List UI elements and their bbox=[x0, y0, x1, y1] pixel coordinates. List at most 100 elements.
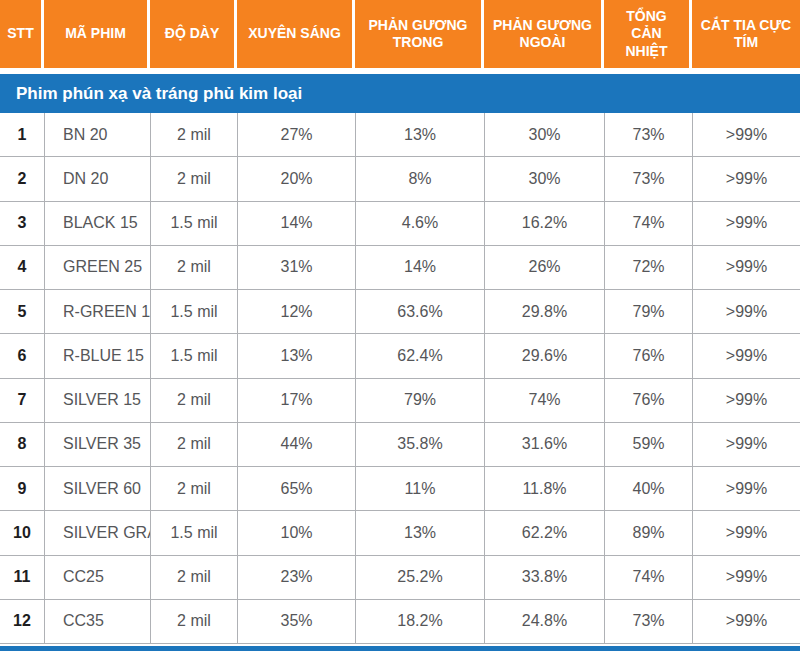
cell-thickness: 2 mil bbox=[150, 556, 237, 599]
cell-thickness: 1.5 mil bbox=[150, 290, 237, 333]
cell-thickness: 1.5 mil bbox=[150, 202, 237, 245]
cell-reflect-in: 79% bbox=[355, 379, 484, 422]
cell-thickness: 2 mil bbox=[150, 246, 237, 289]
cell-light-trans: 14% bbox=[237, 202, 355, 245]
cell-light-trans: 12% bbox=[237, 290, 355, 333]
cell-stt: 10 bbox=[0, 511, 44, 554]
cell-stt: 5 bbox=[0, 290, 44, 333]
cell-heat-reject: 76% bbox=[604, 379, 692, 422]
cell-heat-reject: 59% bbox=[604, 423, 692, 466]
cell-reflect-out: 62.2% bbox=[484, 511, 604, 554]
cell-heat-reject: 72% bbox=[604, 246, 692, 289]
cell-thickness: 1.5 mil bbox=[150, 511, 237, 554]
cell-heat-reject: 74% bbox=[604, 202, 692, 245]
cell-stt: 3 bbox=[0, 202, 44, 245]
table-header-row: STT MÃ PHIM ĐỘ DÀY XUYÊN SÁNG PHẢN GƯƠNG… bbox=[0, 0, 800, 68]
cell-reflect-in: 25.2% bbox=[355, 556, 484, 599]
cell-heat-reject: 76% bbox=[604, 334, 692, 377]
column-header: STT bbox=[0, 0, 44, 68]
cell-uv-cut: >99% bbox=[692, 334, 800, 377]
cell-light-trans: 65% bbox=[237, 467, 355, 510]
cell-heat-reject: 73% bbox=[604, 157, 692, 200]
cell-thickness: 2 mil bbox=[150, 113, 237, 156]
cell-reflect-out: 11.8% bbox=[484, 467, 604, 510]
section-title: Phim phún xạ và tráng phủ kim loại bbox=[16, 84, 302, 104]
cell-film-code: DN 20 bbox=[44, 157, 150, 200]
cell-light-trans: 17% bbox=[237, 379, 355, 422]
cell-heat-reject: 74% bbox=[604, 556, 692, 599]
cell-stt: 9 bbox=[0, 467, 44, 510]
table-row: 7 SILVER 15 2 mil 17% 79% 74% 76% >99% bbox=[0, 379, 800, 423]
cell-light-trans: 20% bbox=[237, 157, 355, 200]
cell-uv-cut: >99% bbox=[692, 379, 800, 422]
cell-reflect-out: 29.6% bbox=[484, 334, 604, 377]
cell-light-trans: 10% bbox=[237, 511, 355, 554]
cell-uv-cut: >99% bbox=[692, 423, 800, 466]
column-header: CẮT TIA CỰC TÍM bbox=[692, 0, 800, 68]
cell-film-code: SILVER 60 bbox=[44, 467, 150, 510]
table-body: 1 BN 20 2 mil 27% 13% 30% 73% >99% 2 DN … bbox=[0, 113, 800, 644]
cell-film-code: BLACK 15 bbox=[44, 202, 150, 245]
cell-reflect-in: 35.8% bbox=[355, 423, 484, 466]
cell-light-trans: 13% bbox=[237, 334, 355, 377]
table-row: 12 CC35 2 mil 35% 18.2% 24.8% 73% >99% bbox=[0, 600, 800, 644]
cell-stt: 1 bbox=[0, 113, 44, 156]
table-row: 10 SILVER GRAY 1.5 mil 10% 13% 62.2% 89%… bbox=[0, 511, 800, 555]
column-header: ĐỘ DÀY bbox=[150, 0, 237, 68]
cell-stt: 7 bbox=[0, 379, 44, 422]
cell-reflect-in: 14% bbox=[355, 246, 484, 289]
cell-thickness: 2 mil bbox=[150, 423, 237, 466]
cell-film-code: BN 20 bbox=[44, 113, 150, 156]
column-header: PHẢN GƯƠNG NGOÀI bbox=[484, 0, 604, 68]
table-row: 1 BN 20 2 mil 27% 13% 30% 73% >99% bbox=[0, 113, 800, 157]
cell-reflect-in: 13% bbox=[355, 113, 484, 156]
cell-heat-reject: 40% bbox=[604, 467, 692, 510]
column-header: TỔNG CẢN NHIỆT bbox=[604, 0, 692, 68]
cell-uv-cut: >99% bbox=[692, 113, 800, 156]
cell-stt: 12 bbox=[0, 600, 44, 643]
cell-uv-cut: >99% bbox=[692, 600, 800, 643]
cell-uv-cut: >99% bbox=[692, 290, 800, 333]
column-header: MÃ PHIM bbox=[44, 0, 150, 68]
cell-stt: 6 bbox=[0, 334, 44, 377]
cell-thickness: 2 mil bbox=[150, 379, 237, 422]
section-header-row: Phim phún xạ và tráng phủ kim loại bbox=[0, 74, 800, 113]
cell-film-code: SILVER 15 bbox=[44, 379, 150, 422]
cell-reflect-in: 4.6% bbox=[355, 202, 484, 245]
cell-light-trans: 44% bbox=[237, 423, 355, 466]
cell-thickness: 2 mil bbox=[150, 600, 237, 643]
cell-reflect-in: 8% bbox=[355, 157, 484, 200]
cell-heat-reject: 73% bbox=[604, 600, 692, 643]
cell-thickness: 2 mil bbox=[150, 157, 237, 200]
cell-film-code: CC35 bbox=[44, 600, 150, 643]
next-section-row-partial bbox=[0, 644, 800, 651]
table-row: 3 BLACK 15 1.5 mil 14% 4.6% 16.2% 74% >9… bbox=[0, 202, 800, 246]
table-row: 11 CC25 2 mil 23% 25.2% 33.8% 74% >99% bbox=[0, 556, 800, 600]
cell-reflect-out: 30% bbox=[484, 157, 604, 200]
cell-light-trans: 27% bbox=[237, 113, 355, 156]
cell-uv-cut: >99% bbox=[692, 556, 800, 599]
cell-uv-cut: >99% bbox=[692, 246, 800, 289]
cell-stt: 8 bbox=[0, 423, 44, 466]
cell-reflect-out: 29.8% bbox=[484, 290, 604, 333]
cell-light-trans: 35% bbox=[237, 600, 355, 643]
cell-stt: 4 bbox=[0, 246, 44, 289]
cell-uv-cut: >99% bbox=[692, 202, 800, 245]
table-row: 9 SILVER 60 2 mil 65% 11% 11.8% 40% >99% bbox=[0, 467, 800, 511]
cell-film-code: SILVER GRAY bbox=[44, 511, 150, 554]
table-row: 8 SILVER 35 2 mil 44% 35.8% 31.6% 59% >9… bbox=[0, 423, 800, 467]
cell-film-code: CC25 bbox=[44, 556, 150, 599]
cell-stt: 2 bbox=[0, 157, 44, 200]
cell-film-code: SILVER 35 bbox=[44, 423, 150, 466]
cell-reflect-out: 24.8% bbox=[484, 600, 604, 643]
cell-reflect-in: 13% bbox=[355, 511, 484, 554]
cell-stt: 11 bbox=[0, 556, 44, 599]
cell-reflect-out: 31.6% bbox=[484, 423, 604, 466]
cell-reflect-in: 62.4% bbox=[355, 334, 484, 377]
cell-reflect-out: 26% bbox=[484, 246, 604, 289]
cell-thickness: 1.5 mil bbox=[150, 334, 237, 377]
cell-film-code: GREEN 25 bbox=[44, 246, 150, 289]
cell-reflect-out: 16.2% bbox=[484, 202, 604, 245]
cell-reflect-out: 33.8% bbox=[484, 556, 604, 599]
film-spec-table: STT MÃ PHIM ĐỘ DÀY XUYÊN SÁNG PHẢN GƯƠNG… bbox=[0, 0, 800, 651]
